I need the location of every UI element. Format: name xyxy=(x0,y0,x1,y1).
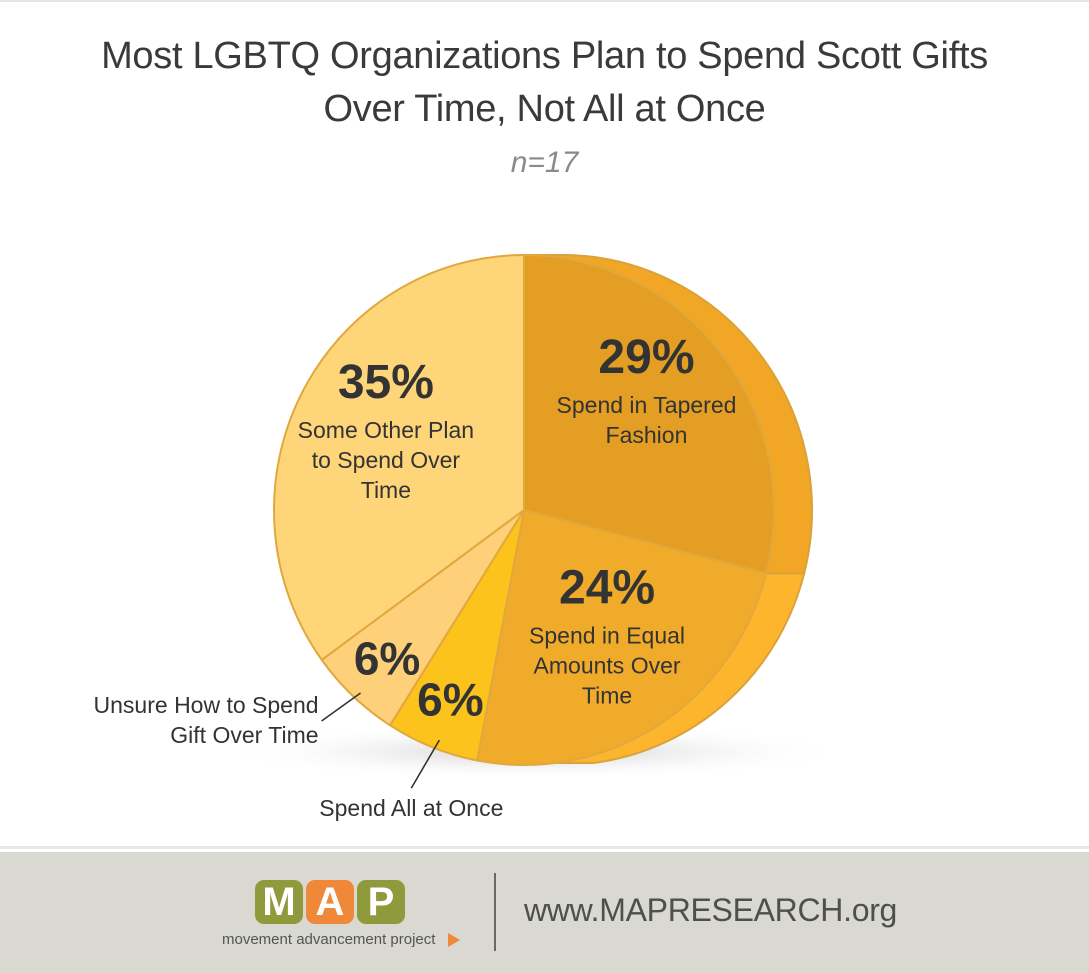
data-label-category-2-0: Spend All at Once xyxy=(319,795,503,821)
chart-title-line-1: Most LGBTQ Organizations Plan to Spend S… xyxy=(101,35,988,77)
data-label-category-3-1: Gift Over Time xyxy=(170,722,318,748)
pie-slice-4 xyxy=(273,254,525,661)
logo-letter-a: A xyxy=(306,880,354,924)
top-rule xyxy=(0,0,1089,2)
data-label-value-2: 6% xyxy=(417,674,483,726)
data-label-value-4: 35% xyxy=(338,356,434,409)
data-label-value-1: 24% xyxy=(559,561,655,614)
chart-title: Most LGBTQ Organizations Plan to Spend S… xyxy=(0,30,1089,136)
leader-line-2 xyxy=(410,739,441,789)
pie-slice-0 xyxy=(523,254,775,575)
pie-chart: 29% Spend in Tapered Fashion 24% Spend in Eq… xyxy=(94,254,854,821)
footer-bar xyxy=(0,852,1089,973)
data-label-category-0-0: Spend in Tapered xyxy=(557,392,737,418)
data-label-value-3: 6% xyxy=(354,633,420,685)
logo-letter-p: P xyxy=(357,880,405,924)
data-label-category-4-0: Some Other Plan xyxy=(298,417,474,443)
chart-subtitle: n=17 xyxy=(510,146,579,179)
data-label-category-4-1: to Spend Over xyxy=(312,447,461,473)
data-label-category-1-2: Time xyxy=(582,682,632,708)
data-label-category-1-1: Amounts Over xyxy=(534,652,681,678)
data-label-value-0: 29% xyxy=(598,331,694,384)
leader-line-3 xyxy=(321,692,362,722)
logo-letter-m: M xyxy=(255,880,303,924)
footer-rule xyxy=(0,846,1089,849)
data-label-category-4-2: Time xyxy=(361,477,411,503)
data-label-category-1-0: Spend in Equal xyxy=(529,622,685,648)
footer-divider xyxy=(494,873,496,951)
chart-title-line-2: Over Time, Not All at Once xyxy=(323,88,766,130)
pie-slice-1 xyxy=(476,509,768,766)
data-label-category-0-1: Fashion xyxy=(606,422,688,448)
play-arrow-icon xyxy=(448,933,460,947)
website-link[interactable]: www.MAPRESEARCH.org xyxy=(524,892,898,928)
logo-subtitle: movement advancement project xyxy=(222,931,436,948)
data-label-category-3-0: Unsure How to Spend xyxy=(94,692,319,718)
